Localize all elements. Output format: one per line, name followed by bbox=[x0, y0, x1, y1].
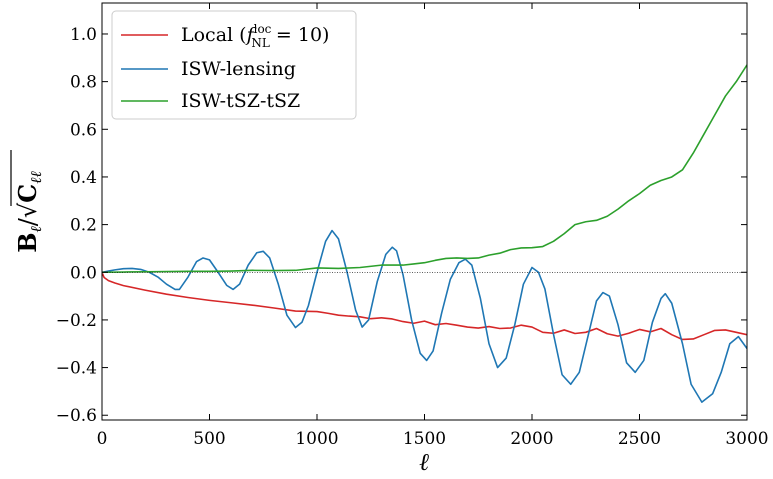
series-line-local bbox=[102, 273, 747, 341]
x-axis: 0 500 1000 1500 2000 2500 3000 bbox=[97, 3, 769, 449]
y-axis-title-numerator-sub: ℓ bbox=[27, 226, 45, 232]
x-tick-label: 500 bbox=[193, 429, 225, 449]
x-tick-label: 2500 bbox=[618, 429, 661, 449]
y-axis-title-denominator: C bbox=[13, 184, 42, 203]
y-tick-label: 0.6 bbox=[70, 120, 97, 140]
legend-label-isw-lensing: ISW-lensing bbox=[181, 58, 296, 80]
series-line-isw-tsz-tsz bbox=[102, 64, 747, 274]
x-tick-label: 3000 bbox=[725, 429, 768, 449]
y-tick-label: 0.4 bbox=[70, 168, 97, 188]
legend-label-local: Local (floc NL = 10) bbox=[181, 22, 329, 50]
series-layer bbox=[102, 64, 747, 403]
y-tick-label: 1.0 bbox=[70, 25, 97, 45]
x-axis-title: ℓ bbox=[419, 448, 429, 476]
y-tick-label: −0.6 bbox=[56, 406, 97, 426]
legend: Local (floc NL = 10) ISW-lensing ISW-tSZ-… bbox=[111, 10, 357, 120]
y-tick-label: −0.2 bbox=[56, 311, 97, 331]
y-axis-title: Bℓ/√Cℓℓ bbox=[10, 150, 45, 253]
y-axis: −0.6 −0.4 −0.2 0.0 0.2 0.4 0.6 0.8 1.0 bbox=[56, 25, 747, 426]
y-axis-title-denominator-sub: ℓℓ bbox=[27, 171, 45, 184]
x-tick-label: 1500 bbox=[403, 429, 446, 449]
svg-text:Bℓ/√Cℓℓ: Bℓ/√Cℓℓ bbox=[13, 171, 45, 253]
y-axis-title-numerator: B bbox=[13, 232, 42, 252]
series-line-isw-lensing bbox=[102, 229, 747, 403]
y-tick-label: −0.4 bbox=[56, 359, 97, 379]
x-tick-label: 1000 bbox=[295, 429, 338, 449]
x-tick-label: 0 bbox=[97, 429, 108, 449]
legend-box bbox=[111, 10, 357, 120]
y-tick-label: 0.2 bbox=[70, 216, 97, 236]
y-tick-label: 0.8 bbox=[70, 73, 97, 93]
y-tick-label: 0.0 bbox=[70, 263, 97, 283]
x-tick-label: 2000 bbox=[510, 429, 553, 449]
legend-label-isw-tsz-tsz: ISW-tSZ-tSZ bbox=[181, 90, 300, 112]
